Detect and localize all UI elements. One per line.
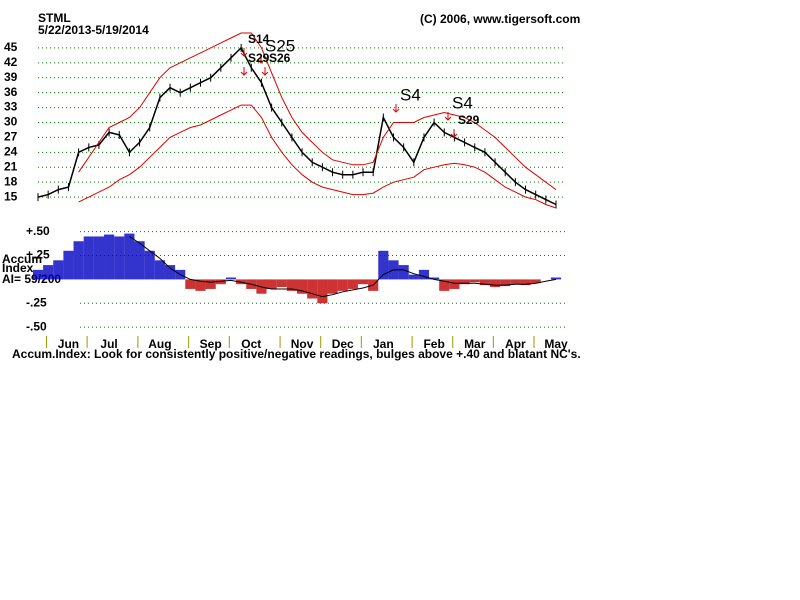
accum-bar [520,279,531,286]
accum-bar [276,279,287,288]
x-tick-label: Jul [100,337,117,351]
y-tick-label: 15 [4,189,18,203]
accum-bar [154,260,165,280]
accum-bar [439,279,450,291]
accum-bar [185,279,196,289]
y-tick-label: +.50 [26,224,50,238]
accum-bar [317,279,328,304]
accum-bar [449,279,460,289]
x-tick-label: Apr [505,337,526,351]
accum-bar [43,265,54,280]
accum-bar [347,279,358,289]
accum-bar [144,250,155,280]
accum-bar [510,279,521,285]
accum-bar [53,260,64,280]
accum-bar [550,277,562,280]
x-tick-label: Mar [464,337,486,351]
accum-bar [459,279,470,285]
x-tick-label: Feb [423,337,444,351]
y-tick-label: -.25 [26,295,47,309]
accum-bar [327,279,338,294]
chart-title: STML [38,11,71,25]
accum-label: Accum [2,252,42,266]
accum-bar [225,277,237,280]
accum-bar [73,241,84,280]
y-tick-label: 21 [4,159,18,173]
y-tick-label: 24 [4,144,18,158]
accum-bar [489,279,501,288]
accum-bar [134,241,145,280]
accum-bar [357,279,369,285]
accum-label: Index [2,261,34,275]
x-tick-label: Jan [373,337,394,351]
signal-arrow [261,67,269,76]
y-tick-label: -.50 [26,319,47,333]
signal-label: S4 [400,85,421,104]
accum-bar [429,277,440,280]
chart-subtitle: 5/22/2013-5/19/2014 [38,23,149,37]
y-tick-label: 36 [4,85,18,99]
series-line [78,104,557,209]
series-line [78,32,557,191]
signal-arrow [444,112,452,121]
accum-bar [236,279,247,285]
accum-bar [83,236,94,280]
x-tick-label: Jun [58,337,79,351]
accum-bar [418,269,430,280]
accum-bar [63,250,74,280]
signal-label: S25 [265,36,295,55]
signal-arrow [450,129,458,138]
x-tick-label: Nov [291,337,314,351]
accum-bar [500,279,511,287]
x-tick-label: May [544,337,568,351]
accum-bar [297,279,308,294]
x-tick-label: Dec [332,337,354,351]
signal-arrow [240,67,248,76]
y-tick-label: 42 [4,55,18,69]
signal-arrow [257,55,265,64]
x-tick-label: Sep [200,337,222,351]
y-tick-label: 33 [4,100,18,114]
accum-bar [195,279,206,291]
accum-bar [104,234,115,280]
accum-bar [337,279,348,291]
y-tick-label: 30 [4,115,18,129]
accum-bar [32,269,44,280]
signal-label: S29 [248,51,270,65]
accum-bar [266,279,277,289]
y-tick-label: +.25 [26,248,50,262]
accum-bar [469,279,480,283]
accum-bar [93,236,105,280]
signal-label: S26 [269,51,291,65]
accum-smoothed [129,236,557,298]
x-tick-label: Oct [241,337,261,351]
accum-bar [114,236,125,280]
x-tick-label: Aug [148,337,171,351]
accum-bar [378,250,389,280]
credit: (C) 2006, www.tigersoft.com [420,12,580,26]
accum-bar [164,265,176,280]
y-tick-label: 45 [4,40,18,54]
accum-bar [479,279,490,286]
y-tick-label: 27 [4,130,18,144]
y-tick-label: 39 [4,70,18,84]
signal-label: S4 [452,93,473,112]
accum-bar [408,274,419,280]
footer: Accum.Index: Look for consistently posit… [12,347,581,361]
signal-label: S29 [458,113,480,127]
accum-bar [398,265,409,280]
accum-bar [307,279,318,299]
accum-bar [205,279,216,289]
series-line [37,46,557,206]
signal-arrow [392,104,400,113]
accum-bar [124,233,135,280]
accum-bar [286,279,297,291]
signal-arrow [240,48,248,57]
accum-bar [530,279,541,284]
signal-label: S14 [248,32,270,46]
y-tick-label: 18 [4,174,18,188]
